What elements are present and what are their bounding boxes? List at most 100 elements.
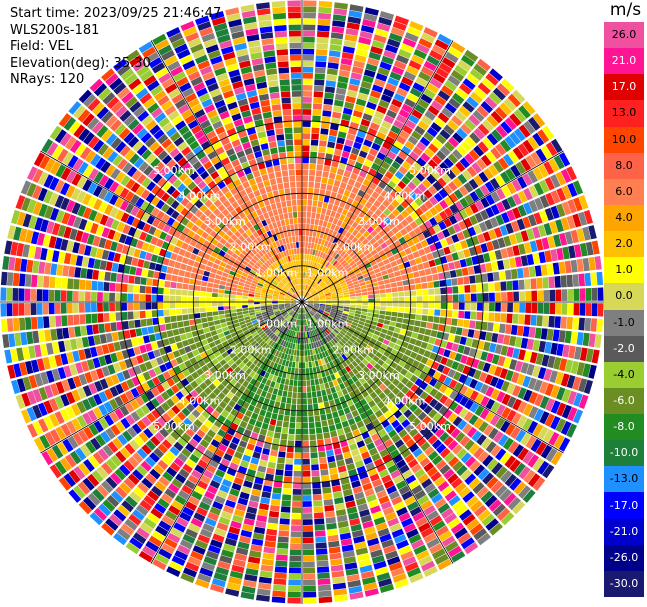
range-gate [533,182,544,196]
range-gate [314,322,319,328]
range-gate [448,215,458,225]
range-gate [289,310,294,316]
range-gate [378,249,386,257]
range-gate [415,283,422,290]
range-gate [404,32,419,43]
range-gate [135,267,143,276]
range-gate [199,334,206,341]
range-gate [474,212,484,223]
range-gate [420,239,429,248]
range-gate [81,256,90,268]
range-gate [304,319,306,326]
range-gate [302,109,312,115]
range-gate [423,246,432,254]
range-gate [365,187,374,196]
range-gate [105,164,116,177]
range-gate [303,284,306,291]
range-gate [134,319,141,328]
range-gate [169,446,180,457]
range-gate [582,226,591,241]
range-gate [165,273,172,281]
range-gate [323,330,329,336]
range-gate [158,476,170,487]
range-gate [334,344,340,351]
range-gate [564,359,574,373]
range-gate [308,300,314,302]
range-gate [78,500,92,515]
range-gate [231,252,239,259]
range-gate [324,290,330,294]
range-gate [339,382,346,390]
range-gate [254,294,261,298]
range-gate [268,339,274,346]
range-gate [365,63,378,72]
range-gate [368,196,376,204]
range-gate [426,252,434,261]
range-gate [105,476,118,489]
range-gate [230,291,237,295]
range-gate [80,232,90,244]
range-gate [345,184,353,192]
range-gate [519,291,526,302]
range-gate [321,177,328,184]
range-gate [177,371,186,381]
range-gate [359,198,368,206]
range-gate [490,147,502,160]
range-gate [30,288,37,301]
range-gate [409,443,419,453]
range-gate [543,368,553,382]
range-gate [283,320,288,326]
range-gate [289,561,301,568]
range-gate [279,306,285,310]
range-gate [506,346,515,358]
range-gate [434,498,447,509]
range-gate [80,444,92,458]
range-gate [280,339,285,346]
range-gate [310,151,318,158]
range-gate [304,307,307,313]
range-gate [485,73,499,86]
range-gate [230,266,238,273]
range-gate [360,256,368,263]
range-gate [567,303,574,316]
range-gate [411,484,423,495]
range-gate [320,358,326,365]
range-gate [332,14,347,22]
range-gate [523,403,533,417]
range-gate [266,303,272,306]
range-gate [175,356,184,365]
range-gate [254,297,260,300]
range-gate [379,11,395,21]
range-gate [164,316,171,324]
range-gate [265,534,277,542]
range-gate [387,38,401,48]
range-gate [406,357,415,365]
range-gate [482,231,491,242]
range-gate [307,242,312,249]
range-gate [482,472,494,485]
range-gate [400,228,408,236]
range-gate [459,157,471,169]
range-gate [162,371,171,380]
range-gate [224,404,233,413]
range-gate [296,313,299,320]
range-gate [313,91,324,98]
range-gate [303,30,316,37]
range-gate [192,247,200,255]
range-gate [369,391,378,400]
range-gate [283,313,289,318]
range-gate [349,346,356,353]
range-gate [429,515,443,527]
range-gate [477,141,489,153]
range-gate [156,384,165,394]
range-gate [539,396,550,409]
range-gate [307,299,314,301]
range-gate [485,207,495,218]
range-gate [349,326,356,332]
range-gate [133,435,145,447]
range-gate [247,556,261,564]
range-gate [409,572,424,584]
range-gate [307,248,311,255]
range-gate [348,585,363,594]
range-gate [342,289,349,293]
